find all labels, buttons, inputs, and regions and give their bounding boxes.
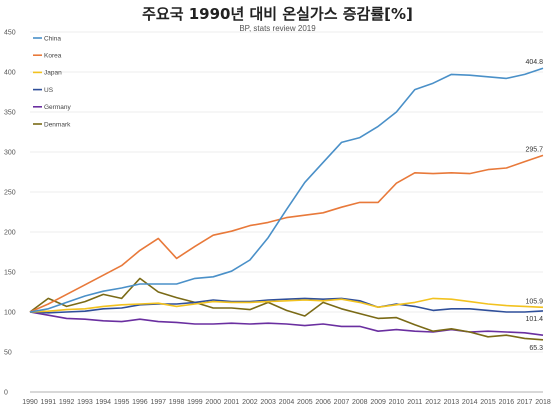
x-tick-label: 2017 — [517, 399, 533, 406]
x-tick-label: 1996 — [132, 399, 148, 406]
x-tick-label: 2018 — [535, 399, 551, 406]
y-tick-label: 250 — [4, 190, 16, 197]
gridlines — [30, 31, 543, 353]
y-tick-label: 100 — [4, 310, 16, 317]
series-lines — [29, 67, 544, 341]
end-value-labels: 404.8 295.7 105.9 101.4 65.3 — [525, 59, 543, 352]
x-tick-label: 2009 — [370, 399, 386, 406]
x-tick-label: 2003 — [260, 399, 276, 406]
x-tick-label: 2000 — [205, 399, 221, 406]
end-label-korea: 295.7 — [525, 146, 543, 153]
legend-label-denmark: Denmark — [44, 121, 71, 128]
legend-label-us: US — [44, 87, 54, 94]
y-tick-label: 0 — [4, 390, 8, 397]
x-tick-label: 2012 — [425, 399, 441, 406]
x-tick-label: 2015 — [480, 399, 496, 406]
x-tick-label: 2007 — [334, 399, 350, 406]
x-tick-label: 2002 — [242, 399, 258, 406]
legend: China Korea Japan US Germany Denmark — [33, 35, 71, 128]
x-tick-label: 1999 — [187, 399, 203, 406]
x-tick-label: 1992 — [59, 399, 75, 406]
x-tick-label: 2006 — [315, 399, 331, 406]
x-tick-label: 1994 — [95, 399, 111, 406]
x-tick-label: 1995 — [114, 399, 130, 406]
y-tick-label: 300 — [4, 150, 16, 157]
series-line-us — [29, 297, 544, 314]
x-tick-label: 2004 — [279, 399, 295, 406]
x-tick-label: 1998 — [169, 399, 185, 406]
y-tick-label: 400 — [4, 70, 16, 77]
legend-label-china: China — [44, 35, 61, 42]
x-tick-label: 2011 — [407, 399, 422, 406]
series-line-denmark — [29, 277, 544, 341]
x-tick-label: 2001 — [224, 399, 240, 406]
x-tick-label: 1997 — [150, 399, 166, 406]
chart-title: 주요국 1990년 대비 온실가스 증감률[%] — [142, 5, 413, 23]
x-tick-label: 2008 — [352, 399, 368, 406]
series-line-korea — [29, 154, 544, 313]
x-tick-label: 1990 — [22, 399, 38, 406]
x-tick-label: 2005 — [297, 399, 313, 406]
y-tick-label: 350 — [4, 110, 16, 117]
series-line-china — [29, 67, 544, 313]
end-label-us: 101.4 — [525, 316, 543, 323]
legend-label-germany: Germany — [44, 104, 71, 111]
end-label-china: 404.8 — [525, 59, 543, 66]
legend-label-japan: Japan — [44, 70, 62, 77]
x-tick-label: 1993 — [77, 399, 93, 406]
x-axis-tick-labels: 1990 1991 1992 1993 1994 1995 1996 1997 1998 1999… — [22, 399, 551, 406]
x-tick-label: 1991 — [41, 399, 57, 406]
series-line-japan — [29, 297, 544, 313]
x-tick-label: 2016 — [499, 399, 515, 406]
y-tick-label: 200 — [4, 230, 16, 237]
y-axis-tick-labels: 0 50 100 150 200 250 300 350 400 450 — [4, 30, 16, 397]
x-tick-label: 2010 — [389, 399, 405, 406]
chart-subtitle: BP, stats review 2019 — [239, 24, 316, 33]
x-tick-label: 2014 — [462, 399, 478, 406]
end-label-denmark: 65.3 — [529, 345, 543, 352]
y-tick-label: 50 — [4, 350, 12, 357]
y-tick-label: 450 — [4, 30, 16, 37]
legend-label-korea: Korea — [44, 53, 62, 60]
x-tick-label: 2013 — [444, 399, 460, 406]
y-tick-label: 150 — [4, 270, 16, 277]
end-label-japan: 105.9 — [525, 298, 543, 305]
